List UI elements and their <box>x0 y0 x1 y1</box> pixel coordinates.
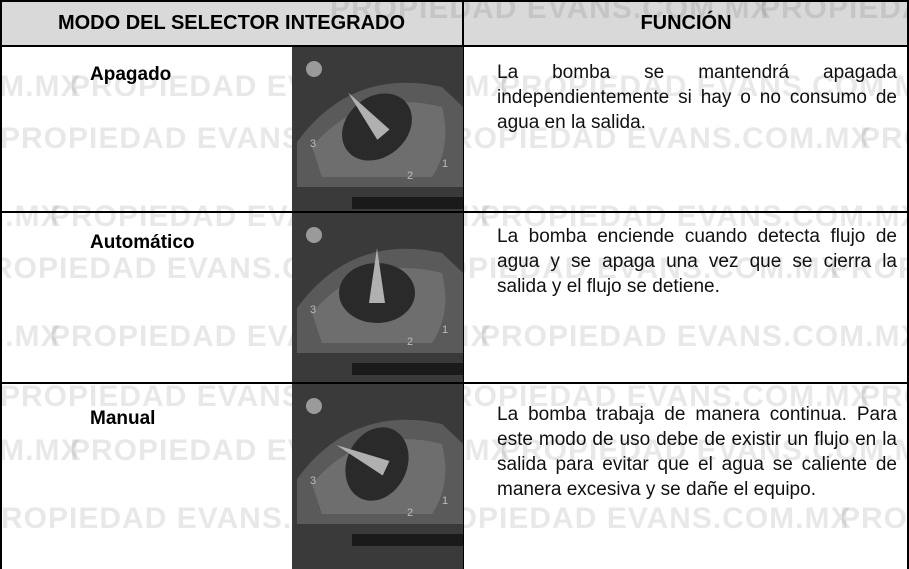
knob <box>339 248 415 323</box>
watermark: PROPIEDAD EVANS.COM.MX <box>480 320 909 353</box>
watermark: PROPIEDAD EVANS.COM.MX <box>840 502 909 535</box>
border <box>0 382 909 384</box>
border <box>0 211 909 213</box>
watermark: PROPIEDAD EVANS.COM.MX <box>0 320 62 353</box>
border <box>0 45 909 47</box>
watermark: PROPIEDAD EVANS.COM.MX <box>0 70 82 103</box>
dial-label: 3 <box>310 304 316 316</box>
watermark: PROPIEDAD EVANS.COM.MX <box>0 200 62 233</box>
mode-label: Automático <box>90 232 195 253</box>
screw <box>306 227 322 243</box>
watermark: PROPIEDAD EVANS.COM.MX <box>410 502 852 535</box>
knob-pointer <box>336 444 390 476</box>
dial-label: 1 <box>442 324 448 336</box>
dial-label: 2 <box>407 507 413 519</box>
slot <box>352 197 463 209</box>
screw <box>306 398 322 414</box>
mode-label: Apagado <box>90 64 172 85</box>
watermark: PROPIEDAD EVANS.COM.MX <box>0 434 82 467</box>
mode-label: Manual <box>90 408 156 429</box>
selector-photo: 1 2 3 <box>292 213 463 382</box>
selector-photo: 1 2 3 <box>292 384 463 569</box>
screw <box>306 61 322 77</box>
dial-label: 2 <box>407 170 413 182</box>
selector-photo: 1 2 3 <box>292 47 463 211</box>
knob-pointer <box>369 248 385 303</box>
function-text: La bomba trabaja de manera continua. Par… <box>497 404 897 500</box>
dial-label: 3 <box>310 138 316 150</box>
knob-pointer <box>348 92 390 140</box>
dial-label: 1 <box>442 158 448 170</box>
border <box>0 0 909 2</box>
dial-label: 3 <box>310 475 316 487</box>
slot <box>352 534 463 546</box>
border <box>907 0 909 569</box>
border <box>0 0 2 569</box>
knob <box>336 427 409 501</box>
slot <box>352 363 463 375</box>
function-text: La bomba se mantendrá apagada independie… <box>497 62 897 133</box>
header-cell: MODO DEL SELECTOR INTEGRADO <box>0 0 463 46</box>
border <box>462 0 464 569</box>
dial-label: 1 <box>442 495 448 507</box>
function-text: La bomba enciende cuando detecta flujo d… <box>497 226 897 297</box>
dial-label: 2 <box>407 336 413 348</box>
knob <box>342 92 412 161</box>
header-cell: FUNCIÓN <box>463 0 909 46</box>
